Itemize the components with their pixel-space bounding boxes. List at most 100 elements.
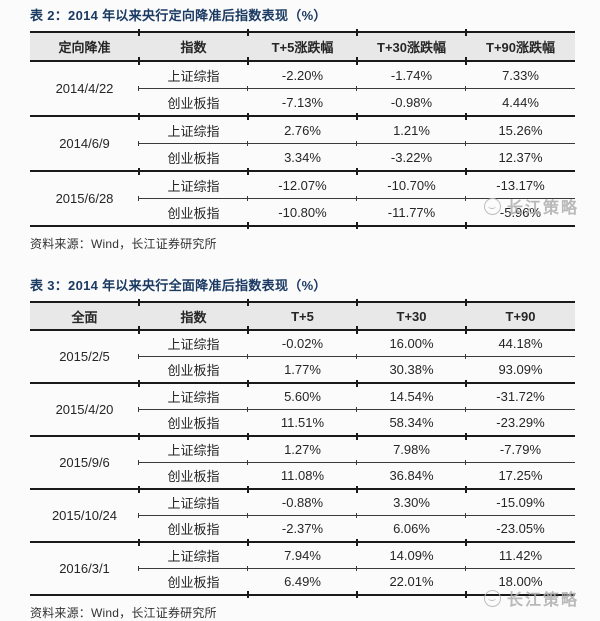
table-row: 2015/2/5 上证综指 -0.02% 16.00% 44.18% xyxy=(30,328,575,383)
value-cell: 17.25% xyxy=(465,460,575,489)
value-cell: 36.84% xyxy=(356,460,466,489)
header-cell-t30: T+30涨跌幅 xyxy=(356,30,466,65)
date-cell: 2015/9/6 xyxy=(30,435,139,489)
table2: 定向降准 指数 T+5涨跌幅 T+30涨跌幅 T+90涨跌幅 2014/4/22… xyxy=(30,30,575,229)
value-cell: -13.17% xyxy=(465,169,575,199)
table-row: 2014/6/9 上证综指 2.76% 1.21% 15.26% xyxy=(30,114,575,171)
table-row: 创业板指 6.49% 22.01% 18.00% xyxy=(30,566,575,598)
value-cell: -23.05% xyxy=(465,513,575,542)
table2-header-row: 定向降准 指数 T+5涨跌幅 T+30涨跌幅 T+90涨跌幅 xyxy=(30,30,575,65)
value-cell: -11.77% xyxy=(356,196,466,229)
value-cell: 15.26% xyxy=(465,114,575,144)
value-cell: -10.70% xyxy=(356,169,466,199)
table2-title: 表 2：2014 年以来央行定向降准后指数表现（%） xyxy=(30,8,327,23)
value-cell: 44.18% xyxy=(465,328,575,357)
value-cell: 7.33% xyxy=(465,59,575,89)
table3-title: 表 3：2014 年以来央行全面降准后指数表现（%） xyxy=(30,278,327,293)
table3-section: 表 3：2014 年以来央行全面降准后指数表现（%） 全面 指数 T+5 T+3… xyxy=(30,278,577,621)
value-cell: 7.98% xyxy=(356,434,466,463)
value-cell: -2.37% xyxy=(247,513,357,542)
value-cell: 30.38% xyxy=(356,354,466,383)
value-cell: -7.13% xyxy=(247,86,357,116)
value-cell: -0.02% xyxy=(247,328,357,357)
header-cell-t30: T+30 xyxy=(356,300,466,334)
table-row: 2016/3/1 上证综指 7.94% 14.09% 11.42% xyxy=(30,540,575,595)
index-cell: 上证综指 xyxy=(138,328,248,357)
index-cell: 创业板指 xyxy=(138,86,248,116)
index-cell: 上证综指 xyxy=(138,59,248,89)
value-cell: -0.88% xyxy=(247,487,357,516)
table-row: 2015/10/24 上证综指 -0.88% 3.30% -15.09% xyxy=(30,487,575,542)
value-cell: 1.27% xyxy=(247,434,357,463)
value-cell: 22.01% xyxy=(356,566,466,598)
value-cell: -3.22% xyxy=(356,141,466,171)
table-row: 创业板指 11.51% 58.34% -23.29% xyxy=(30,407,575,436)
index-cell: 上证综指 xyxy=(138,381,248,410)
value-cell: 1.77% xyxy=(247,354,357,383)
value-cell: 11.08% xyxy=(247,460,357,489)
date-cell: 2015/2/5 xyxy=(30,329,139,383)
source-note: 资料来源：Wind，长江证券研究所 xyxy=(30,237,217,251)
index-cell: 创业板指 xyxy=(138,141,248,171)
value-cell: -2.20% xyxy=(247,59,357,89)
value-cell: 18.00% xyxy=(465,566,575,598)
value-cell: 12.37% xyxy=(465,141,575,171)
date-cell: 2015/10/24 xyxy=(30,488,139,542)
value-cell: -15.09% xyxy=(465,487,575,516)
value-cell: -12.07% xyxy=(247,169,357,199)
table-row: 2015/6/28 上证综指 -12.07% -10.70% -13.17% xyxy=(30,169,575,226)
value-cell: 6.06% xyxy=(356,513,466,542)
index-cell: 上证综指 xyxy=(138,169,248,199)
date-cell: 2014/4/22 xyxy=(30,60,139,116)
header-cell-date: 定向降准 xyxy=(30,31,139,62)
table-row: 创业板指 3.34% -3.22% 12.37% xyxy=(30,141,575,171)
header-cell-date: 全面 xyxy=(30,301,139,331)
date-cell: 2015/6/28 xyxy=(30,170,139,226)
table-row: 创业板指 1.77% 30.38% 93.09% xyxy=(30,354,575,383)
value-cell: 58.34% xyxy=(356,407,466,436)
date-cell: 2014/6/9 xyxy=(30,115,139,171)
date-cell: 2015/4/20 xyxy=(30,382,139,436)
value-cell: -10.80% xyxy=(247,196,357,229)
index-cell: 上证综指 xyxy=(138,487,248,516)
table3-header-row: 全面 指数 T+5 T+30 T+90 xyxy=(30,300,575,334)
value-cell: 14.54% xyxy=(356,381,466,410)
index-cell: 上证综指 xyxy=(138,114,248,144)
table-row: 2015/4/20 上证综指 5.60% 14.54% -31.72% xyxy=(30,381,575,436)
value-cell: 11.42% xyxy=(465,540,575,569)
value-cell: 4.44% xyxy=(465,86,575,116)
index-cell: 创业板指 xyxy=(138,354,248,383)
table3: 全面 指数 T+5 T+30 T+90 2015/2/5 上证综指 -0.02%… xyxy=(30,300,575,598)
header-cell-t5: T+5 xyxy=(247,300,357,334)
table-row: 创业板指 11.08% 36.84% 17.25% xyxy=(30,460,575,489)
value-cell: -5.96% xyxy=(465,196,575,229)
value-cell: 11.51% xyxy=(247,407,357,436)
index-cell: 创业板指 xyxy=(138,407,248,436)
value-cell: 7.94% xyxy=(247,540,357,569)
value-cell: 3.34% xyxy=(247,141,357,171)
index-cell: 创业板指 xyxy=(138,460,248,489)
header-cell-t90: T+90涨跌幅 xyxy=(465,30,575,65)
value-cell: -7.79% xyxy=(465,434,575,463)
header-cell-t5: T+5涨跌幅 xyxy=(247,30,357,65)
header-cell-t90: T+90 xyxy=(465,300,575,334)
table-row: 2014/4/22 上证综指 -2.20% -1.74% 7.33% xyxy=(30,59,575,116)
index-cell: 上证综指 xyxy=(138,540,248,569)
table-row: 2015/9/6 上证综指 1.27% 7.98% -7.79% xyxy=(30,434,575,489)
value-cell: 14.09% xyxy=(356,540,466,569)
header-cell-index: 指数 xyxy=(138,30,248,65)
table-row: 创业板指 -7.13% -0.98% 4.44% xyxy=(30,86,575,116)
value-cell: -23.29% xyxy=(465,407,575,436)
table2-section: 表 2：2014 年以来央行定向降准后指数表现（%） 定向降准 指数 T+5涨跌… xyxy=(30,8,577,252)
index-cell: 创业板指 xyxy=(138,196,248,226)
value-cell: 3.30% xyxy=(356,487,466,516)
source-note: 资料来源：Wind，长江证券研究所 xyxy=(30,606,217,620)
value-cell: -1.74% xyxy=(356,59,466,89)
index-cell: 上证综指 xyxy=(138,434,248,463)
value-cell: 5.60% xyxy=(247,381,357,410)
index-cell: 创业板指 xyxy=(138,513,248,542)
value-cell: 6.49% xyxy=(247,566,357,598)
header-cell-index: 指数 xyxy=(138,300,248,334)
value-cell: 16.00% xyxy=(356,328,466,357)
